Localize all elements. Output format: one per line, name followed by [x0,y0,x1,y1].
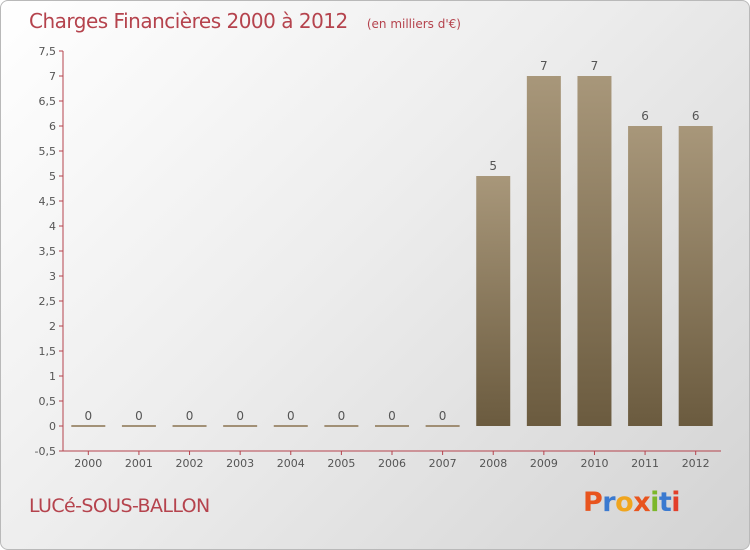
x-tick-label: 2012 [682,457,710,470]
y-tick-label: 6 [49,120,56,133]
data-label: 6 [641,109,649,123]
logo-letter: o [615,487,634,518]
data-label: 7 [591,59,599,73]
x-tick-label: 2006 [378,457,406,470]
commune-name: LUCé-SOUS-BALLON [29,495,210,517]
x-tick-label: 2007 [429,457,457,470]
x-tick-label: 2009 [530,457,558,470]
logo-letter: t [658,487,672,518]
y-tick-label: 1 [49,370,56,383]
data-label: 0 [186,409,194,423]
y-tick-label: 5,5 [39,145,57,158]
y-tick-label: 5 [49,170,56,183]
data-label: 7 [540,59,548,73]
y-tick-label: -0,5 [35,445,56,458]
x-tick-label: 2002 [176,457,204,470]
data-label: 0 [338,409,346,423]
data-label: 5 [489,159,497,173]
y-tick-label: 3 [49,270,56,283]
data-label: 0 [287,409,295,423]
y-tick-label: 2 [49,320,56,333]
data-label: 0 [84,409,92,423]
x-tick-label: 2011 [631,457,659,470]
bar [628,126,663,426]
x-tick-label: 2003 [226,457,254,470]
data-label: 0 [439,409,447,423]
y-tick-label: 0 [49,420,56,433]
data-label: 6 [692,109,700,123]
y-tick-label: 4,5 [39,195,57,208]
chart-title-main: Charges Financières 2000 à 2012 [29,9,348,33]
bar [678,126,713,426]
data-label: 0 [236,409,244,423]
proxiti-logo: Proxiti [583,487,681,518]
y-tick-label: 7,5 [39,45,57,58]
logo-letter: r [602,487,616,518]
bar [577,76,612,426]
x-tick-label: 2000 [74,457,102,470]
y-tick-label: 4 [49,220,56,233]
y-tick-label: 2,5 [39,295,57,308]
x-tick-label: 2010 [580,457,608,470]
x-tick-label: 2001 [125,457,153,470]
y-tick-label: 6,5 [39,95,57,108]
y-tick-label: 7 [49,70,56,83]
y-tick-label: 3,5 [39,245,57,258]
bar [526,76,561,426]
x-tick-label: 2004 [277,457,305,470]
x-tick-label: 2008 [479,457,507,470]
logo-letter: x [633,487,651,518]
chart-title: Charges Financières 2000 à 2012 (en mill… [29,9,461,33]
data-label: 0 [135,409,143,423]
data-label: 0 [388,409,396,423]
y-tick-label: 1,5 [39,345,57,358]
logo-letter: i [650,487,659,518]
chart-title-unit: (en milliers d'€) [366,17,461,31]
bar [476,176,511,426]
logo-letter: P [583,487,603,518]
x-tick-label: 2005 [327,457,355,470]
y-tick-label: 0,5 [39,395,57,408]
logo-letter: i [671,487,681,518]
